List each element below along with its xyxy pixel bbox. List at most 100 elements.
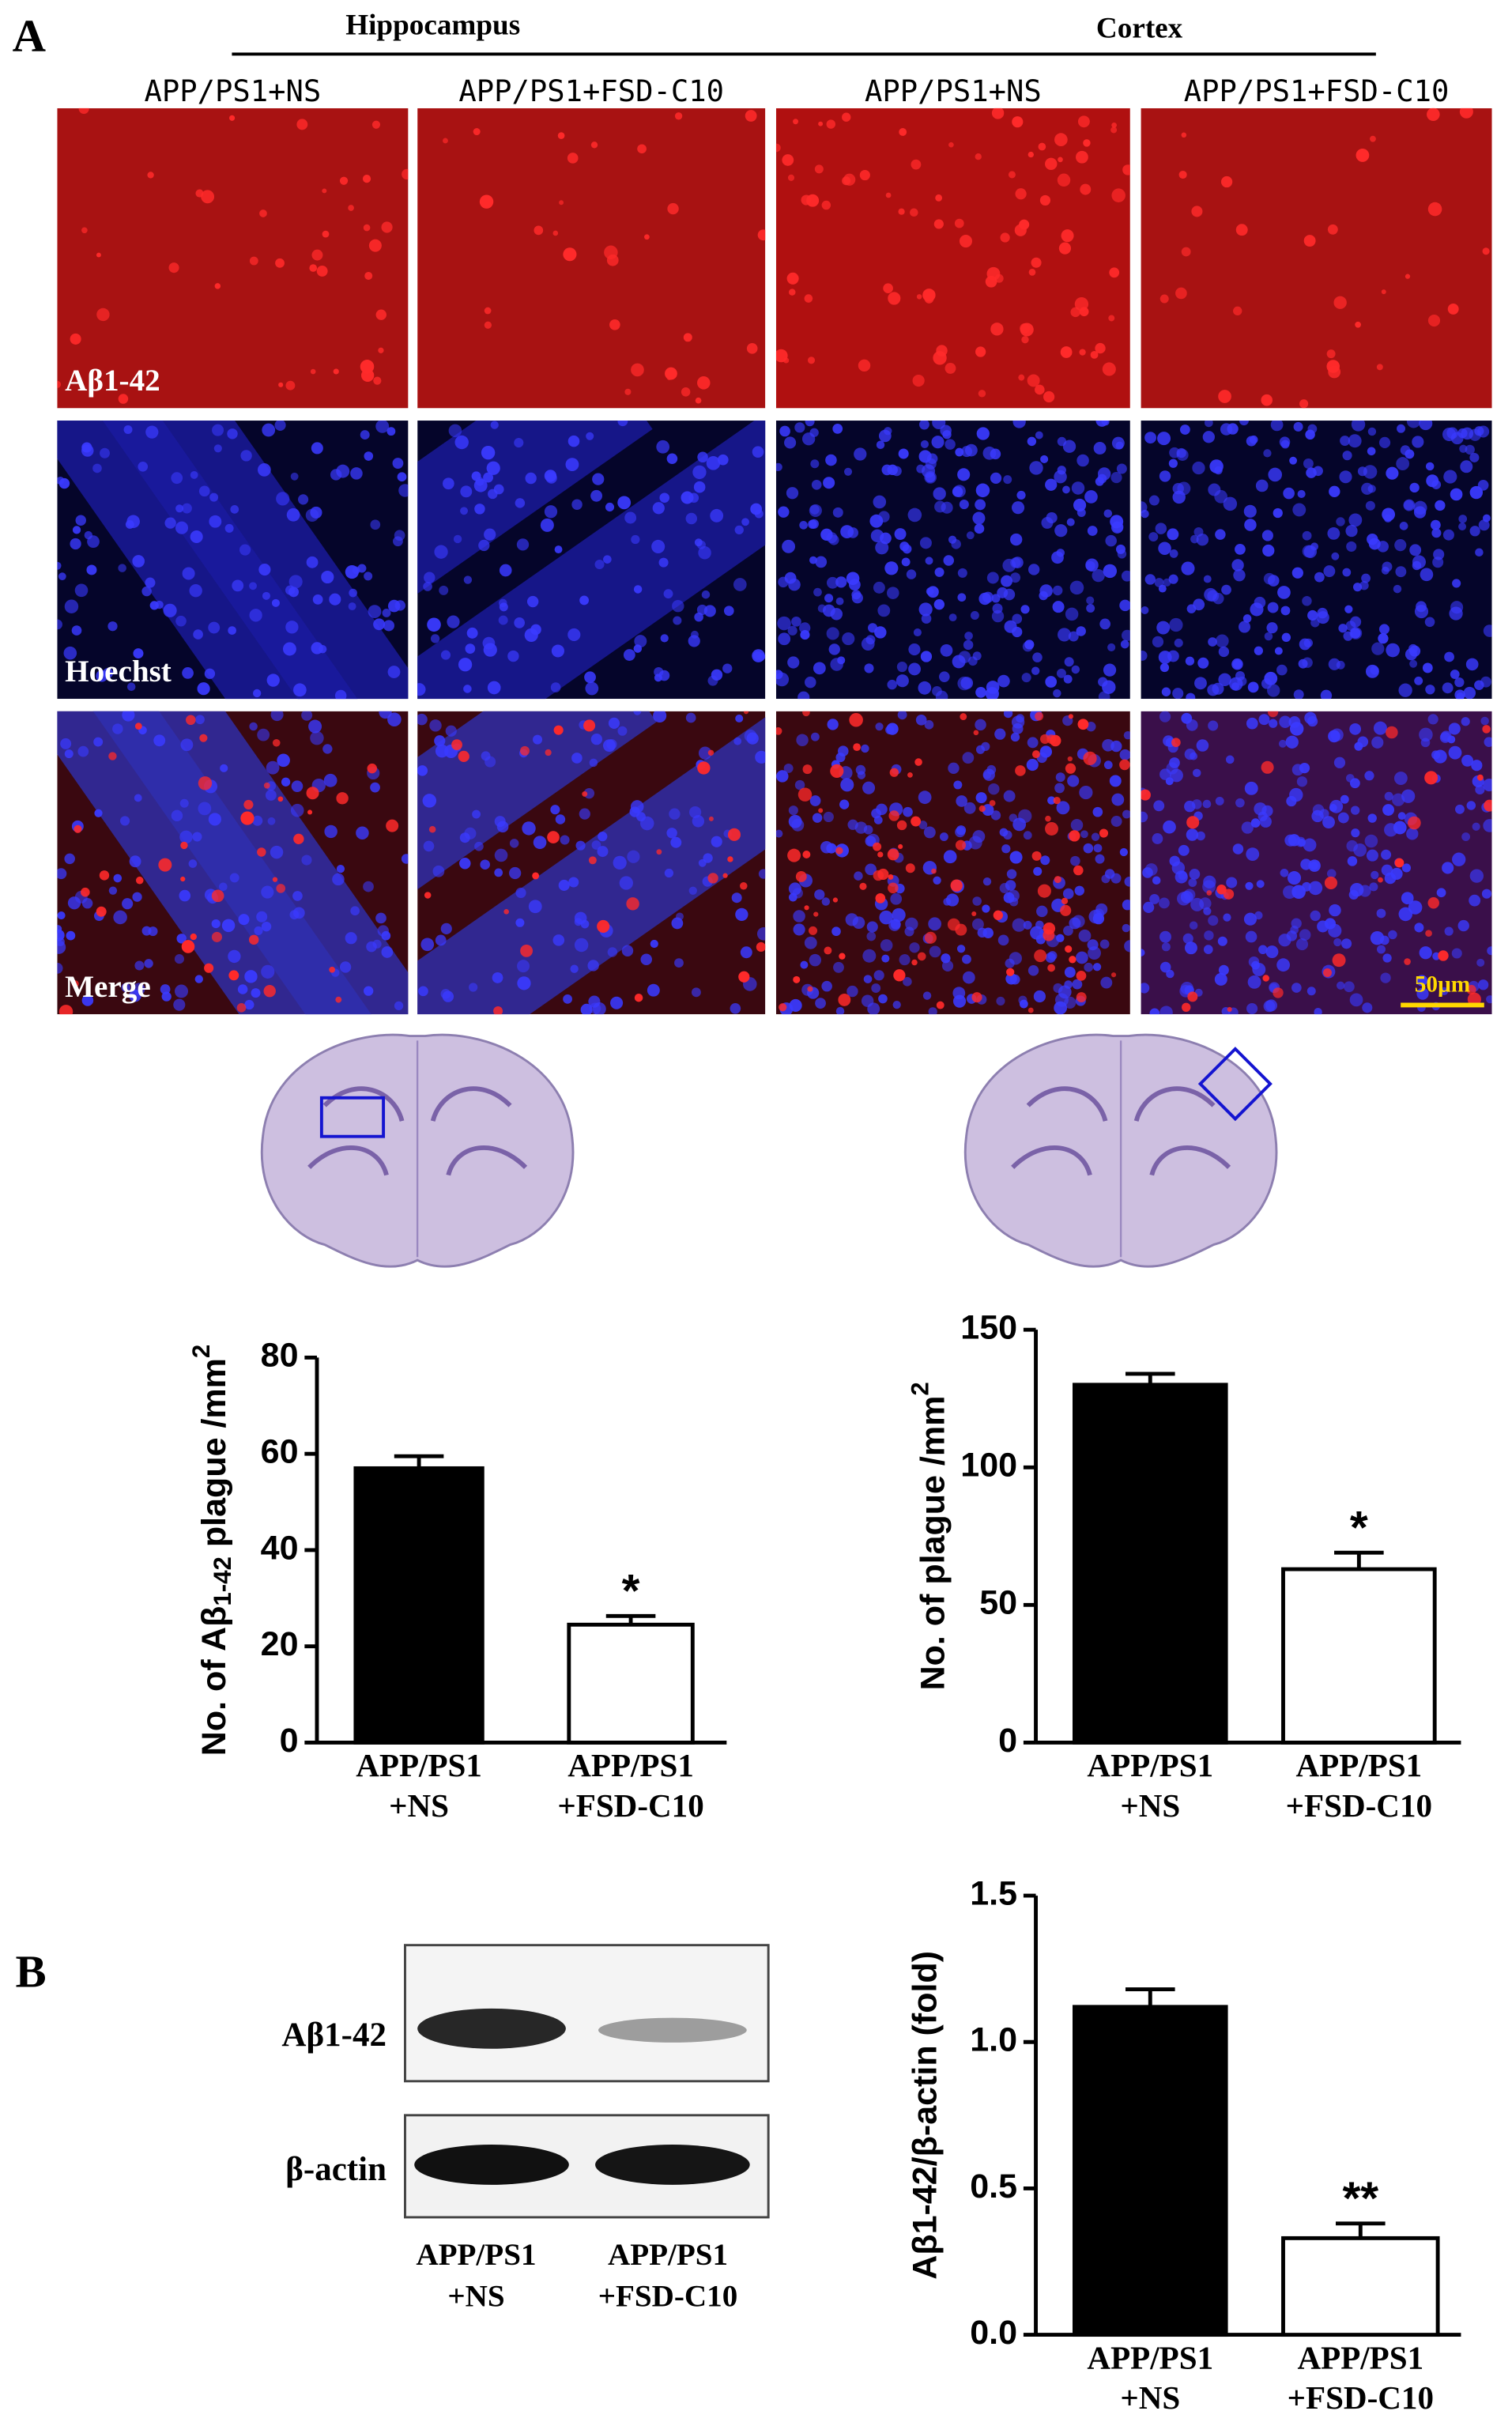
- nucleus: [896, 674, 909, 688]
- plaque: [243, 799, 254, 809]
- plaque: [933, 351, 947, 365]
- nucleus: [1122, 809, 1130, 819]
- plaque: [1065, 763, 1076, 774]
- nucleus: [848, 579, 861, 591]
- nucleus: [631, 534, 640, 545]
- nucleus: [1329, 904, 1341, 917]
- nucleus: [840, 778, 854, 792]
- nucleus: [1397, 424, 1405, 433]
- nucleus: [1344, 981, 1355, 993]
- plaque: [559, 200, 564, 206]
- nucleus: [962, 752, 975, 764]
- nucleus: [1189, 921, 1198, 930]
- nucleus: [565, 458, 579, 472]
- plaque: [779, 1003, 787, 1012]
- nucleus: [827, 719, 839, 730]
- nucleus: [103, 668, 114, 678]
- nucleus: [1482, 514, 1491, 523]
- nucleus: [1310, 862, 1318, 870]
- nucleus: [1057, 466, 1066, 475]
- plaque: [708, 816, 714, 821]
- nucleus: [417, 765, 428, 776]
- plaque: [1076, 150, 1088, 164]
- nucleus: [486, 461, 500, 475]
- nucleus: [805, 676, 816, 689]
- nucleus: [1329, 804, 1337, 812]
- nucleus: [1380, 972, 1391, 983]
- nucleus: [1095, 421, 1108, 427]
- nucleus: [213, 444, 222, 453]
- plaque: [277, 796, 284, 802]
- nucleus: [1433, 749, 1447, 764]
- plaque: [1159, 294, 1169, 304]
- nucleus: [1367, 485, 1376, 493]
- nucleus: [647, 983, 660, 997]
- plaque: [924, 931, 937, 944]
- nucleus: [1231, 682, 1239, 691]
- nucleus: [1023, 920, 1032, 930]
- nucleus: [974, 523, 985, 534]
- nucleus: [1064, 967, 1076, 978]
- nucleus: [1371, 870, 1379, 880]
- nucleus: [81, 442, 92, 453]
- micrograph-bg: [417, 108, 766, 409]
- nucleus: [1449, 606, 1463, 621]
- nucleus: [1074, 885, 1084, 896]
- nucleus: [108, 886, 118, 895]
- nucleus: [370, 782, 380, 793]
- nucleus: [1302, 530, 1312, 541]
- plaque: [1427, 314, 1441, 327]
- nucleus: [650, 939, 658, 949]
- nucleus: [752, 446, 764, 458]
- plaque: [1482, 247, 1490, 255]
- plaque: [375, 309, 386, 320]
- nucleus: [986, 764, 997, 775]
- nucleus: [382, 608, 391, 617]
- nucleus: [1168, 574, 1178, 584]
- nucleus: [656, 440, 670, 454]
- plaque: [368, 239, 382, 252]
- plaque: [333, 368, 339, 375]
- nucleus: [1009, 851, 1023, 864]
- nucleus: [574, 938, 589, 953]
- nucleus: [664, 868, 674, 878]
- lane-label: +FSD-C10: [598, 2280, 738, 2314]
- nucleus: [1303, 545, 1317, 559]
- nucleus: [368, 605, 382, 619]
- nucleus: [517, 960, 530, 973]
- nucleus: [1009, 952, 1022, 965]
- y-tick-label: 0.5: [970, 2168, 1017, 2205]
- lane-label: APP/PS1: [608, 2238, 728, 2272]
- nucleus: [81, 898, 93, 909]
- plaque: [1083, 751, 1097, 766]
- nucleus: [1203, 907, 1212, 915]
- nucleus: [892, 466, 902, 477]
- nucleus: [480, 859, 490, 870]
- nucleus: [1486, 995, 1492, 1004]
- nucleus: [448, 424, 462, 438]
- nucleus: [1141, 811, 1148, 823]
- nucleus: [485, 756, 496, 768]
- plaque: [978, 805, 986, 813]
- nucleus: [94, 809, 103, 817]
- plaque: [168, 262, 179, 274]
- nucleus: [1477, 425, 1490, 438]
- nucleus: [1386, 466, 1399, 480]
- nucleus: [87, 535, 100, 549]
- nucleus: [291, 780, 304, 792]
- nucleus: [567, 628, 581, 642]
- nucleus: [1204, 587, 1217, 602]
- nucleus: [293, 683, 307, 697]
- nucleus: [174, 954, 184, 964]
- plaque: [1332, 953, 1346, 968]
- nucleus: [1420, 568, 1434, 582]
- nucleus: [1159, 930, 1171, 943]
- nucleus: [913, 628, 922, 637]
- plaque: [1171, 738, 1181, 748]
- nucleus: [975, 483, 990, 498]
- nucleus: [909, 942, 920, 953]
- nucleus: [669, 808, 681, 820]
- plaque: [1299, 399, 1309, 409]
- nucleus: [1261, 805, 1273, 817]
- nucleus: [666, 828, 677, 839]
